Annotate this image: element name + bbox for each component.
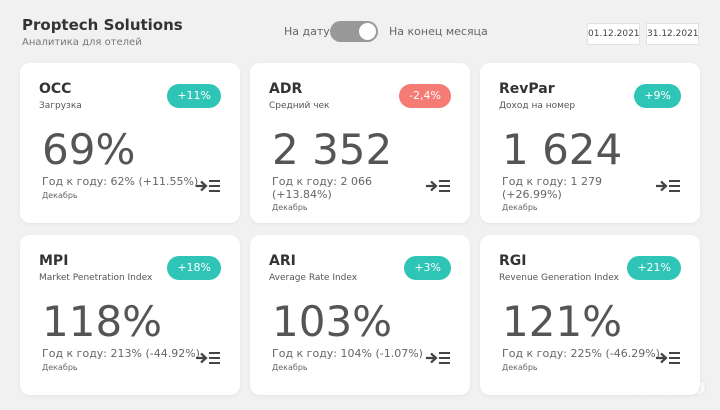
card-subtitle: Доход на номер — [499, 101, 576, 111]
change-badge: +18% — [167, 256, 221, 280]
card-title: RGI — [499, 253, 527, 269]
kpi-card: ARI Average Rate Index +3% 103% Год к году: … — [250, 235, 470, 395]
kpi-card: OCC Загрузка +11% 69% Год к году: 62% (+11.5… — [20, 63, 240, 223]
app-subtitle: Аналитика для отелей — [22, 37, 142, 48]
app-title: Proptech Solutions — [22, 16, 183, 34]
kpi-value: 69% — [42, 125, 136, 174]
period-label: Декабрь — [42, 363, 78, 372]
drill-through-icon[interactable] — [196, 179, 220, 193]
toggle-right-label: На конец месяца — [389, 25, 488, 38]
drill-through-icon[interactable] — [196, 351, 220, 365]
change-badge: -2,4% — [399, 84, 451, 108]
kpi-card: MPI Market Penetration Index +18% 118% Год к… — [20, 235, 240, 395]
card-title: RevPar — [499, 81, 555, 97]
year-over-year: Год к году: 225% (-46.29%) — [502, 347, 660, 360]
card-subtitle: Market Penetration Index — [39, 273, 153, 283]
year-over-year: Год к году: 2 066 (+13.84%) — [272, 175, 372, 201]
card-subtitle: Average Rate Index — [269, 273, 358, 283]
period-label: Декабрь — [502, 203, 538, 212]
year-over-year: Год к году: 62% (+11.55%) — [42, 175, 199, 188]
change-badge: +3% — [404, 256, 451, 280]
period-label: Декабрь — [272, 203, 308, 212]
year-over-year: Год к году: 213% (-44.92%) — [42, 347, 200, 360]
kpi-value: 121% — [502, 297, 623, 346]
change-badge: +11% — [167, 84, 221, 108]
period-label: Декабрь — [42, 191, 78, 200]
drill-through-icon[interactable] — [656, 179, 680, 193]
date-field[interactable]: 31.12.2021 — [646, 23, 699, 45]
year-over-year: Год к году: 104% (-1.07%) — [272, 347, 423, 360]
card-title: OCC — [39, 81, 72, 97]
card-title: MPI — [39, 253, 69, 269]
period-label: Декабрь — [502, 363, 538, 372]
year-over-year: Год к году: 1 279 (+26.99%) — [502, 175, 602, 201]
change-badge: +9% — [634, 84, 681, 108]
toggle-knob — [359, 23, 376, 40]
card-subtitle: Загрузка — [39, 101, 82, 111]
period-label: Декабрь — [272, 363, 308, 372]
date-field[interactable]: 01.12.2021 — [587, 23, 640, 45]
card-subtitle: Revenue Generation Index — [499, 273, 619, 283]
drill-through-icon[interactable] — [426, 179, 450, 193]
card-title: ARI — [269, 253, 296, 269]
toggle-switch[interactable] — [330, 21, 378, 42]
kpi-value: 118% — [42, 297, 163, 346]
toggle-left-label: На дату — [284, 25, 330, 38]
card-title: ADR — [269, 81, 303, 97]
kpi-card: ADR Средний чек -2,4% 2 352 Год к году: 2 06… — [250, 63, 470, 223]
kpi-value: 1 624 — [502, 125, 623, 174]
card-subtitle: Средний чек — [269, 101, 330, 111]
change-badge: +21% — [627, 256, 681, 280]
kpi-card: RGI Revenue Generation Index +21% 121% Год к… — [480, 235, 700, 395]
drill-through-icon[interactable] — [656, 351, 680, 365]
kpi-value: 2 352 — [272, 125, 393, 174]
kpi-card: RevPar Доход на номер +9% 1 624 Год к году: … — [480, 63, 700, 223]
drill-through-icon[interactable] — [426, 351, 450, 365]
kpi-value: 103% — [272, 297, 393, 346]
